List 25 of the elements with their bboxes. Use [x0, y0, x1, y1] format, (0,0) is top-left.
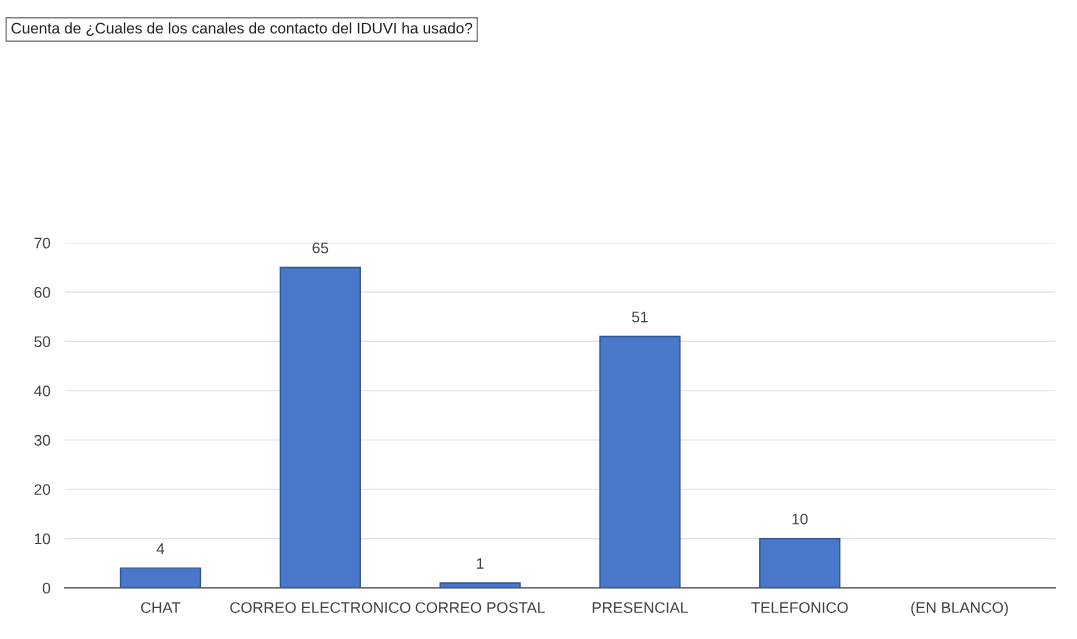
bar [599, 335, 681, 588]
data-label: 65 [312, 242, 329, 254]
y-tick-label: 30 [34, 434, 51, 446]
y-tick-label: 50 [34, 336, 51, 348]
x-tick-label: PRESENCIAL [592, 602, 688, 613]
y-tick-label: 60 [34, 286, 51, 298]
bar [119, 567, 202, 588]
x-tick-label: CHAT [141, 602, 181, 613]
y-tick-label: 20 [34, 484, 51, 495]
y-tick-label: 10 [34, 533, 51, 545]
bar [439, 582, 521, 588]
x-tick-label: CORREO POSTAL [415, 602, 545, 613]
data-label: 4 [156, 543, 165, 554]
chart-title: Cuenta de ¿Cuales de los canales de contacto del IDUVI ha usado? [11, 22, 473, 37]
data-label: 51 [632, 311, 648, 323]
bar [279, 266, 361, 588]
y-tick-label: 70 [34, 237, 51, 249]
y-tick-label: 0 [42, 582, 51, 594]
y-tick-label: 40 [34, 385, 51, 397]
x-tick-label: CORREO ELECTRONICO [230, 602, 411, 613]
data-label: 10 [792, 513, 808, 525]
x-tick-label: (EN BLANCO) [911, 601, 1008, 616]
x-tick-label: TELEFONICO [751, 602, 848, 613]
data-label: 1 [477, 558, 484, 569]
bar [759, 537, 841, 588]
